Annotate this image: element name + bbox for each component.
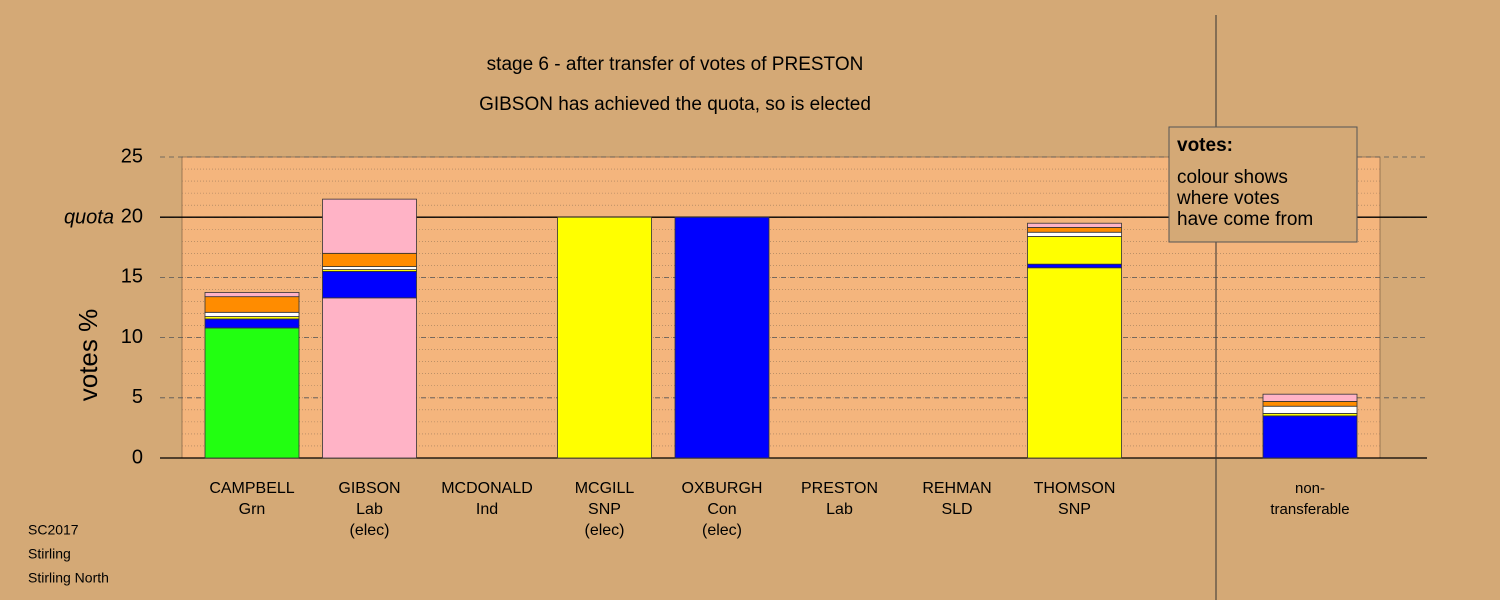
bar-segment — [322, 198, 417, 254]
x-tick-label: MCDONALD — [441, 480, 533, 497]
x-tick-label: CAMPBELL — [209, 480, 294, 497]
x-tick-label: OXBURGH — [682, 480, 763, 497]
legend-line: where votes — [1176, 188, 1279, 209]
footer-line: Stirling North — [28, 570, 109, 586]
x-tick-label: transferable — [1270, 501, 1349, 518]
bar-segment — [322, 252, 417, 267]
chart-title: stage 6 - after transfer of votes of PRE… — [487, 54, 864, 75]
legend-line: have come from — [1177, 209, 1313, 230]
x-tick-label: Ind — [476, 501, 498, 518]
bar-segment — [1262, 415, 1358, 459]
bar-segment — [1027, 227, 1122, 233]
bar-segment — [1027, 231, 1122, 237]
y-tick-label: 5 — [132, 386, 143, 408]
legend-box — [1168, 126, 1358, 243]
footer-line: Stirling — [28, 546, 71, 562]
x-tick-label: THOMSON — [1034, 480, 1116, 497]
bar-segment — [1027, 267, 1122, 459]
x-tick-label: SNP — [1058, 501, 1091, 518]
chart-subtitle: GIBSON has achieved the quota, so is ele… — [479, 94, 871, 115]
y-tick-label: 25 — [121, 145, 143, 167]
bar-segment — [204, 296, 300, 313]
bar-segment — [322, 270, 417, 299]
footer-line: SC2017 — [28, 522, 79, 538]
bar-segment — [1027, 236, 1122, 265]
bars: CAMPBELL Grn GIBSON Lab (elec) MCDONALD Ind MCG… — [204, 198, 1358, 539]
bar-segment — [1027, 263, 1122, 269]
legend-line: colour shows — [1177, 167, 1288, 188]
x-tick-label: SLD — [941, 501, 972, 518]
bar-segment — [204, 327, 300, 459]
x-tick-label: Lab — [826, 501, 853, 518]
x-tick-label: REHMAN — [922, 480, 991, 497]
x-tick-label: (elec) — [702, 522, 742, 539]
x-tick-label: Con — [707, 501, 736, 518]
x-tick-label: PRESTON — [801, 480, 878, 497]
x-tick-label: SNP — [588, 501, 621, 518]
x-tick-label: MCGILL — [575, 480, 635, 497]
bar-segment — [557, 216, 652, 459]
bar-segment — [204, 311, 300, 317]
bar-segment — [322, 297, 417, 459]
x-tick-label: Grn — [239, 501, 266, 518]
y-axis-label: votes % — [73, 309, 103, 402]
y-tick-label: 15 — [121, 266, 143, 288]
x-tick-label: (elec) — [349, 522, 389, 539]
x-tick-label: Lab — [356, 501, 383, 518]
x-tick-label: non- — [1295, 480, 1325, 497]
bar-segment — [204, 292, 300, 298]
bar-segment — [1262, 401, 1358, 407]
y-tick-label: 20 — [121, 205, 143, 227]
legend-heading: votes: — [1177, 135, 1233, 156]
y-tick-label: 0 — [132, 446, 143, 468]
bar-segment — [1262, 405, 1358, 414]
bar-segment — [1027, 222, 1122, 228]
legend: votes: colour shows where votes have com… — [1168, 126, 1358, 243]
bar-segment — [204, 318, 300, 329]
bar-segment — [674, 216, 770, 459]
quota-label: quota — [64, 206, 114, 228]
x-tick-label: GIBSON — [338, 480, 400, 497]
x-tick-label: (elec) — [584, 522, 624, 539]
y-tick-label: 10 — [121, 326, 143, 348]
bar-segment — [322, 266, 417, 270]
bar-segment — [1262, 393, 1358, 402]
